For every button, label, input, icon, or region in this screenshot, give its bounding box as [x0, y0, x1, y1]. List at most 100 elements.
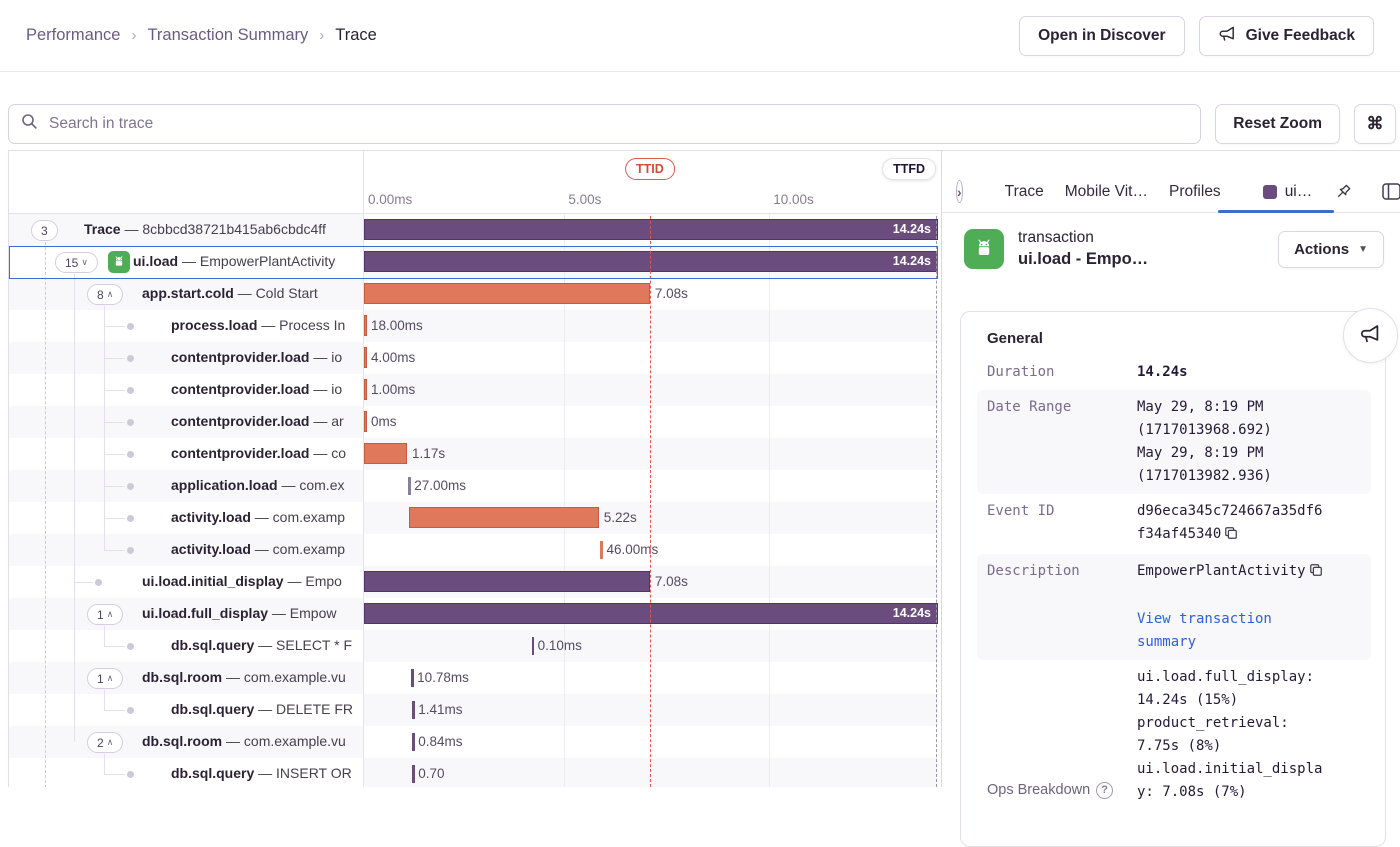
span-children-badge[interactable]: 15 ∨	[55, 252, 98, 273]
span-duration-bar[interactable]	[364, 347, 367, 368]
span-tree-row[interactable]: db.sql.query — SELECT * F	[9, 630, 363, 662]
collapse-panel-button[interactable]: ›	[956, 180, 963, 203]
field-row-date-range: Date Range May 29, 8:19 PM (1717013968.692…	[977, 390, 1371, 494]
reset-zoom-button[interactable]: Reset Zoom	[1215, 104, 1340, 144]
help-icon[interactable]: ?	[1096, 782, 1114, 799]
span-duration-bar[interactable]	[364, 571, 650, 592]
duration-label: 7.08s	[654, 574, 688, 589]
general-fields: Duration 14.24s Date Range May 29, 8:19 PM(…	[977, 355, 1371, 810]
span-duration-bar[interactable]	[364, 283, 650, 304]
span-duration-tick[interactable]	[411, 669, 414, 687]
span-duration-tick[interactable]	[412, 701, 415, 719]
span-tree-row[interactable]: contentprovider.load — co	[9, 438, 363, 470]
span-children-badge[interactable]: 2 ∧	[87, 732, 124, 753]
span-duration-bar[interactable]	[364, 411, 367, 432]
timeline-row[interactable]: 18.00ms	[364, 310, 938, 342]
tab-active-span[interactable]: ui…	[1262, 183, 1312, 201]
span-duration-bar[interactable]	[364, 315, 367, 336]
timeline-row[interactable]: 1.00ms	[364, 374, 938, 406]
timeline-row[interactable]: 4.00ms	[364, 342, 938, 374]
timeline-row[interactable]: 7.08s	[364, 566, 938, 598]
span-duration-bar[interactable]	[364, 443, 408, 464]
span-duration-tick[interactable]	[600, 541, 603, 559]
span-tree-row[interactable]: 2 ∧ db.sql.room — com.example.vu	[9, 726, 363, 758]
layout-left-icon[interactable]	[1382, 183, 1400, 200]
span-children-badge[interactable]: 3	[31, 220, 58, 241]
open-in-discover-button[interactable]: Open in Discover	[1019, 15, 1185, 56]
span-tree-row[interactable]: 8 ∧ app.start.cold — Cold Start	[9, 278, 363, 310]
span-tree-row[interactable]: application.load — com.ex	[9, 470, 363, 502]
span-tree-row[interactable]: contentprovider.load — io	[9, 374, 363, 406]
span-duration-tick[interactable]	[408, 477, 411, 495]
span-children-badge[interactable]: 8 ∧	[87, 284, 124, 305]
timeline-row[interactable]: 0.70	[364, 758, 938, 787]
span-tree-row[interactable]: 1 ∧ db.sql.room — com.example.vu	[9, 662, 363, 694]
tab-profiles[interactable]: Profiles	[1169, 182, 1221, 200]
copy-icon[interactable]	[1309, 562, 1323, 585]
view-transaction-summary-link[interactable]: View transaction	[1137, 611, 1272, 627]
span-label: Trace — 8cbbcd38721b415ab6cbdc4ff	[84, 221, 326, 237]
span-tree-row[interactable]: 3 Trace — 8cbbcd38721b415ab6cbdc4ff	[9, 214, 363, 246]
general-section-title: General	[987, 330, 1043, 347]
copy-icon[interactable]	[1224, 525, 1238, 548]
ttfd-marker-pill[interactable]: TTFD	[882, 158, 936, 180]
span-duration-bar[interactable]: 14.24s	[364, 251, 938, 272]
panel-header: transaction ui.load - Empo… Actions ▼	[942, 213, 1400, 279]
span-tree-row[interactable]: activity.load — com.examp	[9, 534, 363, 566]
timeline-row[interactable]: 14.24s	[364, 598, 938, 630]
tab-mobile-vitals[interactable]: Mobile Vit…	[1064, 182, 1148, 200]
span-tree-row[interactable]: db.sql.query — INSERT OR	[9, 758, 363, 787]
search-input[interactable]	[47, 114, 1189, 134]
span-tree-row[interactable]: ui.load.initial_display — Empo	[9, 566, 363, 598]
timeline-row[interactable]: 46.00ms	[364, 534, 938, 566]
span-tree-row[interactable]: process.load — Process In	[9, 310, 363, 342]
span-op: ui.load.initial_display	[142, 573, 284, 589]
timeline-row[interactable]: 1.41ms	[364, 694, 938, 726]
time-axis-tick: 10.00s	[773, 192, 814, 207]
span-duration-tick[interactable]	[412, 733, 415, 751]
timeline-row[interactable]: 5.22s	[364, 502, 938, 534]
view-transaction-summary-link[interactable]: summary	[1137, 634, 1197, 650]
timeline-pane: TTID TTFD 0.00ms 5.00s 10.00s 14.24s 14.24s 7.…	[364, 151, 938, 787]
timeline-row[interactable]: 27.00ms	[364, 470, 938, 502]
timeline-row[interactable]: 10.78ms	[364, 662, 938, 694]
timeline-row[interactable]: 0ms	[364, 406, 938, 438]
span-op: ui.load.full_display	[142, 605, 269, 621]
timeline-row[interactable]: 7.08s	[364, 278, 938, 310]
feedback-fab[interactable]	[1343, 308, 1398, 363]
tab-trace[interactable]: Trace	[1004, 182, 1044, 200]
tree-connector-dot	[127, 387, 134, 394]
span-description: — io	[309, 381, 343, 397]
shortcuts-button[interactable]: ⌘	[1354, 104, 1396, 144]
span-duration-bar[interactable]: 14.24s	[364, 603, 938, 624]
span-duration-tick[interactable]	[412, 765, 415, 783]
breadcrumb-item-performance[interactable]: Performance	[26, 26, 121, 44]
timeline-row[interactable]: 14.24s	[364, 214, 938, 246]
span-tree-row[interactable]: activity.load — com.examp	[9, 502, 363, 534]
search-box[interactable]	[8, 104, 1202, 144]
span-description: — EmpowerPlantActivity	[178, 253, 336, 269]
pin-icon[interactable]	[1333, 182, 1353, 202]
span-children-badge[interactable]: 1 ∧	[87, 604, 124, 625]
timeline-row[interactable]: 0.84ms	[364, 726, 938, 758]
ttid-marker-pill[interactable]: TTID	[624, 158, 675, 180]
actions-button[interactable]: Actions ▼	[1278, 230, 1384, 268]
span-tree-row[interactable]: db.sql.query — DELETE FR	[9, 694, 363, 726]
span-tree-row[interactable]: 15 ∨ ui.load — EmpowerPlantActivity	[9, 246, 363, 278]
span-tree-row[interactable]: contentprovider.load — io	[9, 342, 363, 374]
field-value: ui.load.full_display: 14.24s (15%) product…	[1137, 669, 1323, 800]
span-duration-tick[interactable]	[531, 637, 535, 655]
span-duration-bar[interactable]: 14.24s	[364, 219, 938, 240]
span-duration-bar[interactable]	[409, 507, 599, 528]
general-card: General Duration 14.24s Date Range May 29, …	[960, 311, 1386, 847]
timeline-row[interactable]: 14.24s	[364, 246, 938, 278]
timeline-row[interactable]: 0.10ms	[364, 630, 938, 662]
span-tree-row[interactable]: 1 ∧ ui.load.full_display — Empow	[9, 598, 363, 630]
timeline-row[interactable]: 1.17s	[364, 438, 938, 470]
give-feedback-button[interactable]: Give Feedback	[1198, 15, 1374, 56]
span-children-badge[interactable]: 1 ∧	[87, 668, 124, 689]
span-op: contentprovider.load	[171, 445, 310, 461]
breadcrumb-item-transaction-summary[interactable]: Transaction Summary	[147, 26, 309, 44]
span-duration-bar[interactable]	[364, 379, 367, 400]
span-tree-row[interactable]: contentprovider.load — ar	[9, 406, 363, 438]
